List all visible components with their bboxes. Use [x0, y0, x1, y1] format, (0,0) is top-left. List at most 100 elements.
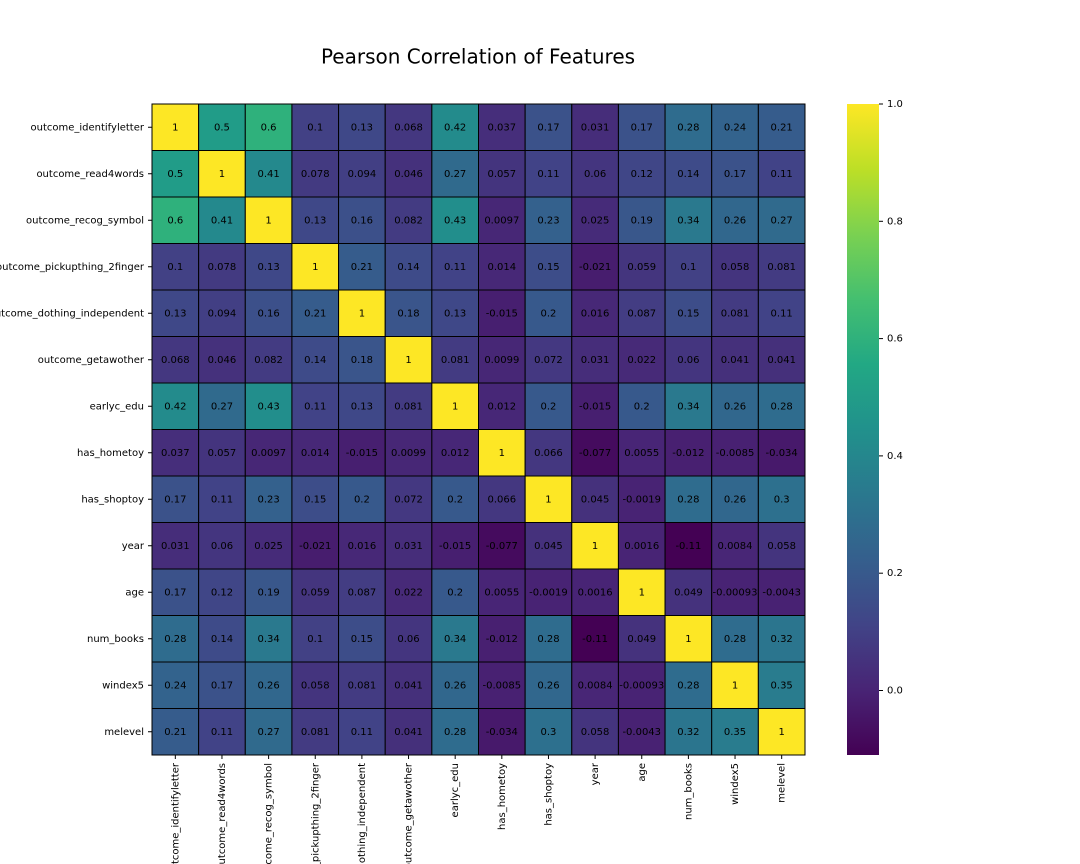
- heatmap-cell: [524, 429, 573, 477]
- cell-label: -0.021: [579, 262, 611, 273]
- heatmap-cell: [384, 708, 433, 756]
- colorbar-tick-label: 0.4: [887, 451, 903, 462]
- cell-label: 0.17: [631, 122, 653, 133]
- heatmap-cell: [571, 429, 619, 477]
- heatmap-cell: [384, 336, 433, 384]
- cell-label: 1: [405, 355, 411, 366]
- cell-label: 0.094: [348, 169, 377, 180]
- heatmap-cell: [664, 289, 713, 337]
- cell-label: 0.049: [627, 634, 656, 645]
- y-tick-label: outcome_dothing_independent: [0, 308, 144, 319]
- heatmap-cell: [664, 615, 713, 663]
- x-tick-label: num_books: [683, 763, 694, 820]
- heatmap-cell: [664, 429, 713, 477]
- cell-label: -0.021: [299, 541, 331, 552]
- heatmap-cell: [664, 196, 713, 244]
- cell-label: 0.087: [348, 587, 377, 598]
- cell-label: 1: [778, 727, 784, 738]
- heatmap-cell: [431, 243, 480, 291]
- cell-label: 0.28: [537, 634, 559, 645]
- cell-label: 0.17: [164, 587, 186, 598]
- heatmap-cell: [571, 661, 619, 709]
- x-tick-label: melevel: [777, 763, 788, 803]
- heatmap-cell: [711, 382, 759, 430]
- cell-label: 1: [545, 494, 551, 505]
- cell-label: 0.058: [721, 262, 750, 273]
- heatmap-cell: [291, 150, 340, 198]
- cell-label: 0.15: [351, 634, 373, 645]
- cell-label: 0.031: [581, 355, 610, 366]
- cell-label: 0.06: [397, 634, 419, 645]
- cell-label: 0.28: [677, 494, 699, 505]
- heatmap-cell: [338, 522, 386, 570]
- heatmap-cell: [478, 336, 526, 384]
- cell-label: 0.1: [167, 262, 183, 273]
- heatmap-cell: [244, 103, 293, 151]
- x-tick-label: has_hometoy: [497, 763, 508, 830]
- cell-label: 0.13: [164, 308, 186, 319]
- heatmap-cell: [244, 289, 293, 337]
- cell-label: 1: [732, 680, 738, 691]
- cell-label: 0.21: [351, 262, 373, 273]
- cell-label: 0.41: [211, 215, 233, 226]
- cell-label: 0.23: [537, 215, 559, 226]
- heatmap-cell: [338, 661, 386, 709]
- heatmap-cell: [757, 150, 806, 198]
- heatmap-cell: [757, 661, 806, 709]
- cell-label: 0.11: [304, 401, 326, 412]
- heatmap-cell: [198, 568, 246, 616]
- heatmap-cell: [757, 382, 806, 430]
- cell-label: 0.34: [444, 634, 466, 645]
- cell-label: 0.031: [161, 541, 190, 552]
- heatmap-cell: [244, 475, 293, 523]
- cell-label: 0.21: [164, 727, 186, 738]
- heatmap-cell: [198, 103, 246, 151]
- heatmap-cell: [384, 615, 433, 663]
- heatmap-cell: [711, 243, 759, 291]
- heatmap-cell: [151, 615, 200, 663]
- cell-label: 0.016: [581, 308, 610, 319]
- cell-label: 0.26: [724, 494, 746, 505]
- cell-label: 0.21: [304, 308, 326, 319]
- x-tick-label: outcome_getawother: [404, 762, 415, 864]
- heatmap-cell: [151, 243, 200, 291]
- cell-label: 0.14: [677, 169, 699, 180]
- x-tick-label: outcome_pickupthing_2finger: [310, 762, 321, 864]
- y-tick-label: age: [125, 587, 144, 598]
- cell-label: 0.19: [257, 587, 279, 598]
- cell-label: -0.034: [486, 727, 518, 738]
- cell-label: 0.0084: [578, 680, 613, 691]
- cell-label: 0.1: [307, 634, 323, 645]
- cell-label: 0.0099: [484, 355, 519, 366]
- cell-label: 0.066: [534, 448, 563, 459]
- cell-label: 0.072: [534, 355, 563, 366]
- cell-label: 0.1: [307, 122, 323, 133]
- heatmap-cell: [338, 289, 386, 337]
- x-tick-label: outcome_recog_symbol: [264, 763, 275, 864]
- cell-label: -0.0085: [483, 680, 522, 691]
- heatmap-cell: [757, 289, 806, 337]
- heatmap-cell: [478, 661, 526, 709]
- heatmap-cell: [664, 475, 713, 523]
- heatmap-cell: [757, 243, 806, 291]
- cell-label: -0.012: [672, 448, 704, 459]
- cell-label: 0.23: [257, 494, 279, 505]
- cell-label: 0.06: [584, 169, 606, 180]
- heatmap-cell: [478, 568, 526, 616]
- heatmap-cell: [431, 336, 480, 384]
- cell-label: 0.15: [537, 262, 559, 273]
- cell-label: 0.045: [581, 494, 610, 505]
- cell-label: 0.24: [724, 122, 746, 133]
- heatmap-cell: [617, 475, 666, 523]
- cell-label: -0.0019: [622, 494, 661, 505]
- cell-label: 0.0097: [484, 215, 519, 226]
- heatmap-cell: [571, 568, 619, 616]
- cell-label: 0.2: [447, 587, 463, 598]
- y-tick-label: outcome_pickupthing_2finger: [0, 262, 145, 273]
- cell-label: 0.0016: [624, 541, 659, 552]
- cell-label: 0.081: [721, 308, 750, 319]
- heatmap-cell: [244, 382, 293, 430]
- cell-label: 0.43: [444, 215, 466, 226]
- heatmap-cell: [384, 243, 433, 291]
- heatmap-cell: [524, 196, 573, 244]
